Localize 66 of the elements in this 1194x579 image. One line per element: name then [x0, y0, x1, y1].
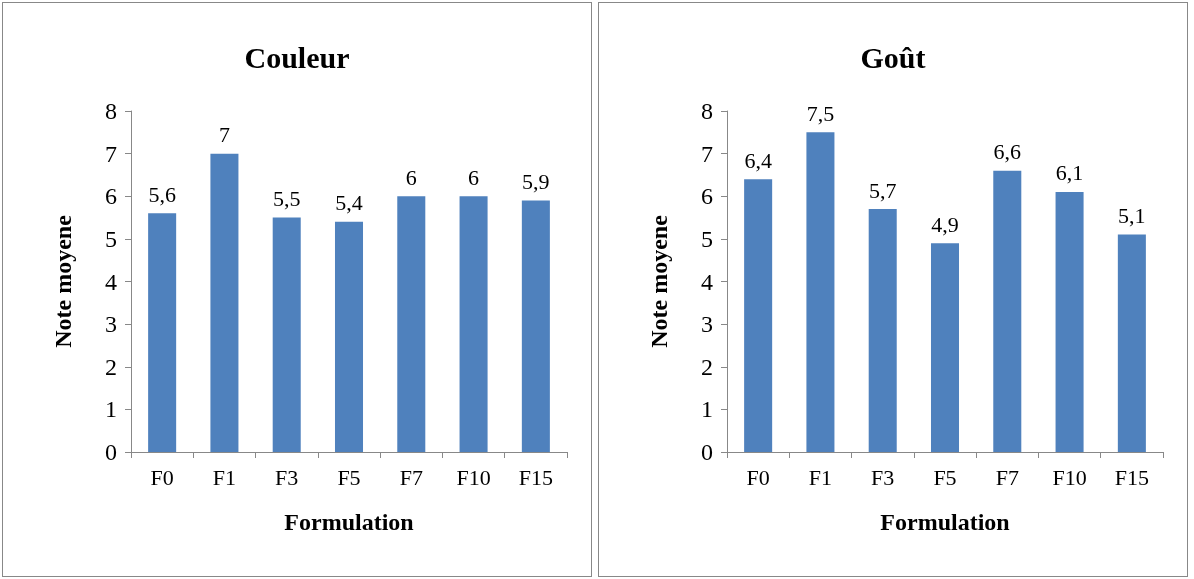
y-tick-label: 0: [105, 439, 117, 465]
bar: [993, 170, 1022, 452]
x-tick-label: F0: [150, 464, 174, 490]
x-tick-label: F5: [337, 464, 361, 490]
bar: [806, 132, 835, 452]
data-label: 5,4: [335, 190, 363, 216]
bar: [334, 221, 364, 452]
x-axis-title: Formulation: [284, 509, 414, 535]
bar: [210, 153, 239, 452]
bar: [459, 196, 488, 452]
y-tick-label: 3: [105, 311, 117, 338]
x-tick-label: F3: [275, 464, 299, 490]
y-tick-label: 2: [105, 353, 117, 380]
y-tick-label: 6: [105, 183, 117, 210]
data-label: 7: [218, 122, 230, 148]
data-label: 6,6: [993, 139, 1022, 165]
y-tick-label: 1: [701, 396, 713, 423]
data-label: 6,1: [1055, 160, 1084, 186]
x-tick-label: F15: [518, 464, 553, 490]
y-tick-label: 4: [701, 268, 713, 295]
y-axis-title: Note moyene: [50, 214, 76, 348]
data-label: 7,5: [806, 100, 835, 126]
y-tick-label: 2: [701, 353, 713, 380]
x-tick-label: F15: [1114, 464, 1149, 490]
x-tick-label: F10: [456, 464, 491, 490]
y-tick-label: 7: [701, 140, 713, 167]
x-tick-label: F3: [871, 464, 895, 490]
y-tick-label: 0: [701, 439, 713, 465]
data-label: 5,6: [148, 181, 176, 207]
data-label: 5,5: [272, 186, 301, 212]
y-tick-label: 8: [105, 98, 117, 124]
bar: [272, 217, 301, 452]
bar: [1055, 191, 1084, 452]
bar: [930, 243, 960, 452]
data-label: 5,9: [522, 169, 550, 195]
y-tick-label: 7: [105, 140, 117, 167]
chart-title: Couleur: [244, 40, 350, 74]
y-tick-label: 5: [701, 225, 713, 252]
bar: [148, 213, 177, 452]
data-label: 6: [405, 164, 417, 190]
data-label: 6: [468, 164, 480, 190]
bar: [397, 196, 426, 452]
x-axis-title: Formulation: [880, 509, 1010, 535]
x-tick-label: F1: [808, 464, 833, 490]
y-tick-label: 8: [701, 98, 713, 124]
data-label: 6,4: [744, 147, 772, 173]
data-label: 4,9: [931, 211, 959, 237]
x-tick-label: F7: [399, 464, 423, 490]
x-tick-label: F0: [746, 464, 770, 490]
bar: [521, 200, 550, 452]
y-tick-label: 6: [701, 183, 713, 210]
data-label: 5,1: [1118, 203, 1146, 229]
x-tick-label: F5: [933, 464, 957, 490]
chart-title: Goût: [860, 40, 926, 74]
y-tick-label: 3: [701, 311, 713, 338]
x-tick-label: F1: [212, 464, 237, 490]
y-axis-title: Note moyene: [646, 214, 672, 348]
x-tick-label: F7: [995, 464, 1019, 490]
y-tick-label: 5: [105, 225, 117, 252]
y-tick-label: 4: [105, 268, 117, 295]
bar: [868, 209, 897, 452]
x-tick-label: F10: [1052, 464, 1087, 490]
bar: [1117, 234, 1146, 452]
data-label: 5,7: [868, 177, 897, 203]
bar: [744, 179, 773, 452]
y-tick-label: 1: [105, 396, 117, 423]
